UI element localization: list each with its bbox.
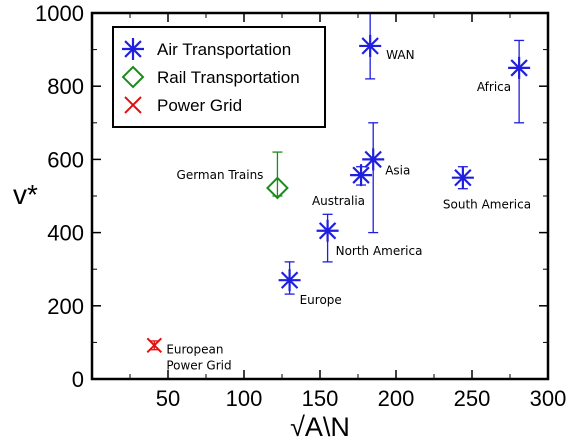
x-marker [124, 96, 142, 114]
legend: Air Transportation Rail Transportation Pow… [112, 26, 326, 128]
x-tick-label: 250 [454, 386, 491, 411]
asterisk-marker [316, 219, 339, 242]
marker-stroke [510, 59, 528, 77]
point-label-line: North America [336, 244, 423, 258]
y-tick-label: 800 [47, 74, 84, 99]
point-label-line: Europe [300, 293, 342, 307]
y-axis-label: v* [13, 179, 38, 210]
y-tick-label: 600 [47, 147, 84, 172]
marker-stroke [146, 337, 163, 354]
marker-stroke [454, 169, 472, 187]
labels-layer: WAN Africa Asia Australia South America North… [166, 48, 531, 372]
asterisk-marker [362, 148, 385, 171]
marker-stroke [124, 40, 142, 58]
x-tick-label: 150 [302, 386, 339, 411]
x-marker [146, 337, 163, 354]
legend-label: Rail Transportation [157, 68, 300, 87]
marker-stroke [364, 150, 382, 169]
x-tick-label: 50 [156, 386, 180, 411]
point-label-line: Australia [312, 194, 365, 208]
legend-box [112, 26, 326, 128]
marker-stroke [280, 271, 299, 289]
y-tick-label: 200 [47, 294, 84, 319]
y-tick-label: 400 [47, 221, 84, 246]
marker-stroke [352, 166, 370, 184]
point-label-line: Power Grid [166, 358, 231, 372]
marker-stroke [318, 222, 337, 240]
point-label: European Power Grid [166, 342, 231, 372]
point-label-line: German Trains [177, 168, 264, 182]
marker-stroke [124, 96, 142, 114]
diamond-marker [266, 176, 289, 200]
x-tick-label: 300 [530, 386, 567, 411]
x-tick-label: 200 [378, 386, 415, 411]
marker-stroke [361, 37, 379, 55]
point-label: Europe [300, 293, 342, 307]
y-tick-label: 0 [72, 367, 84, 392]
point-label: Australia [312, 194, 365, 208]
y-tick-label: 1000 [35, 1, 84, 26]
point-label: North America [336, 244, 423, 258]
point-label-line: Asia [385, 163, 410, 177]
point-label: South America [443, 198, 531, 212]
point-label-line: Africa [477, 80, 511, 94]
x-tick-label: 100 [226, 386, 263, 411]
point-label: Africa [477, 80, 511, 94]
legend-label: Power Grid [157, 96, 242, 115]
asterisk-marker [359, 34, 382, 57]
point-label-line: European [166, 342, 223, 356]
marker-shape [266, 176, 289, 200]
point-label-line: South America [443, 198, 531, 212]
asterisk-marker [508, 56, 531, 79]
asterisk-marker [122, 38, 144, 60]
point-label: WAN [386, 48, 414, 62]
point-label-line: WAN [386, 48, 414, 62]
marks-layer [146, 12, 531, 354]
legend-label: Air Transportation [157, 40, 291, 59]
plot-frame [90, 11, 550, 381]
point-label: German Trains [177, 168, 264, 182]
diamond-marker [121, 65, 145, 89]
marker-shape [121, 65, 145, 89]
x-axis-label: √A\N [290, 412, 350, 441]
asterisk-marker [350, 164, 373, 187]
asterisk-marker [451, 166, 474, 189]
point-label: Asia [385, 163, 410, 177]
asterisk-marker [278, 269, 301, 292]
ticks-layer: 0 200 400 600 800 1000 50 100 150 200 250 300 [35, 1, 566, 411]
